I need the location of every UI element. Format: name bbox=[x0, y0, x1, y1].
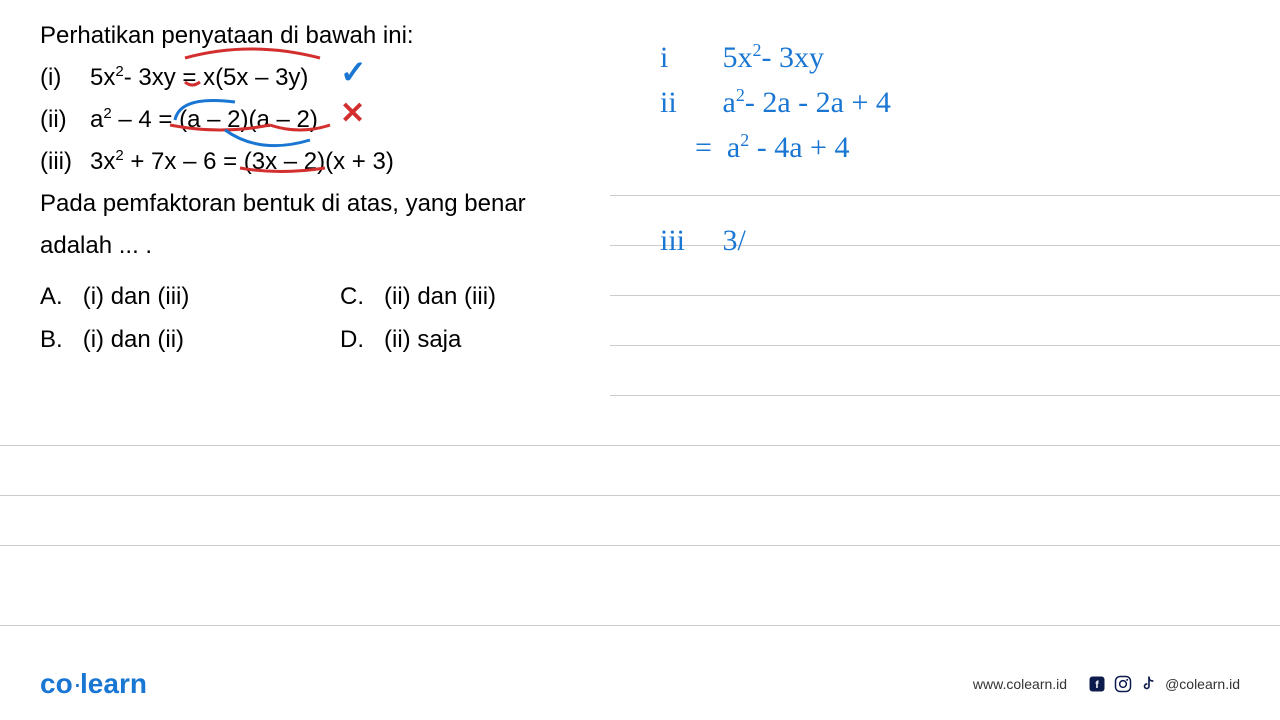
ruled-line-right bbox=[610, 345, 1280, 346]
option-d: D. (ii) saja bbox=[340, 318, 560, 361]
svg-text:f: f bbox=[1095, 679, 1099, 691]
question-item-ii: (ii) a2 – 4 = (a – 2)(a – 2) bbox=[40, 99, 600, 141]
ruled-line-right bbox=[610, 295, 1280, 296]
option-c: C. (ii) dan (iii) bbox=[340, 275, 560, 318]
social-handle: @colearn.id bbox=[1165, 676, 1240, 692]
footer: co·learn www.colearn.id f @colearn.id bbox=[0, 668, 1280, 700]
ruled-line bbox=[0, 495, 1280, 496]
ruled-line bbox=[0, 545, 1280, 546]
footer-url: www.colearn.id bbox=[973, 676, 1067, 692]
ruled-line-right bbox=[610, 395, 1280, 396]
question-item-iii: (iii) 3x2 + 7x – 6 = (3x – 2)(x + 3) bbox=[40, 141, 600, 183]
question-intro: Perhatikan penyataan di bawah ini: bbox=[40, 15, 600, 57]
question-closing-2: adalah ... . bbox=[40, 225, 600, 267]
option-b: B. (i) dan (ii) bbox=[40, 318, 260, 361]
cross-icon: ✕ bbox=[340, 96, 365, 131]
facebook-icon: f bbox=[1087, 674, 1107, 694]
hw-line-i: i 5x2- 3xy bbox=[660, 35, 1220, 80]
handwritten-block: i 5x2- 3xy ii a2- 2a - 2a + 4 = a2 - 4a … bbox=[660, 35, 1220, 263]
ruled-line bbox=[0, 625, 1280, 626]
question-block: Perhatikan penyataan di bawah ini: (i) 5… bbox=[40, 15, 600, 361]
hw-line-ii: ii a2- 2a - 2a + 4 bbox=[660, 80, 1220, 125]
question-closing-1: Pada pemfaktoran bentuk di atas, yang be… bbox=[40, 183, 600, 225]
ruled-line bbox=[0, 445, 1280, 446]
tiktok-icon bbox=[1139, 674, 1159, 694]
hw-line-eq: = a2 - 4a + 4 bbox=[660, 125, 1220, 170]
options-block: A. (i) dan (iii) C. (ii) dan (iii) B. (i… bbox=[40, 275, 600, 361]
instagram-icon bbox=[1113, 674, 1133, 694]
social-icons: f @colearn.id bbox=[1087, 674, 1240, 694]
hw-line-iii: iii 3/ bbox=[660, 218, 1220, 263]
option-a: A. (i) dan (iii) bbox=[40, 275, 260, 318]
check-icon: ✓ bbox=[340, 53, 367, 91]
footer-right: www.colearn.id f @colearn.id bbox=[973, 674, 1240, 694]
question-item-i: (i) 5x2- 3xy = x(5x – 3y) bbox=[40, 57, 600, 99]
logo: co·learn bbox=[40, 668, 147, 700]
